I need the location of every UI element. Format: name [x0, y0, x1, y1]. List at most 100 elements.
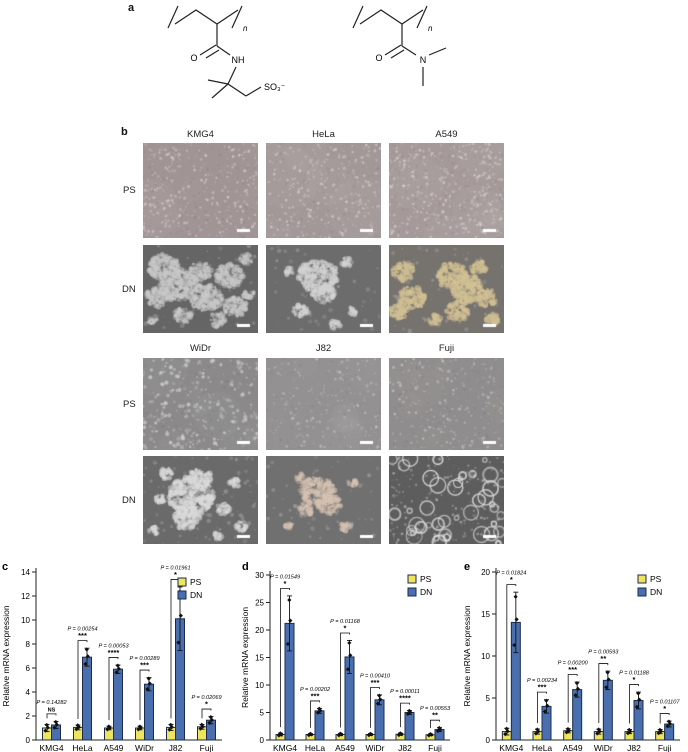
y-axis-label: Relative mRNA expression — [240, 607, 250, 708]
xtick-label-fuji: Fuji — [658, 743, 672, 752]
sig-widr: ** — [600, 654, 606, 663]
pvalue-kmg4: P = 0.01824 — [496, 571, 526, 577]
ytick-label: 25 — [255, 598, 264, 607]
sig-j82: * — [633, 675, 636, 684]
sig-j82: * — [174, 570, 177, 579]
bar-dn-a549 — [113, 668, 123, 741]
chemical-structures: O NH SO₃⁻ n O N n — [167, 5, 447, 99]
bar-dn-hela — [314, 710, 325, 741]
cell-line-title-fuji: Fuji — [438, 343, 455, 354]
cell-line-title-hela: HeLa — [312, 129, 335, 140]
ytick-label: 20 — [255, 626, 264, 635]
xtick-label-widr: WiDr — [135, 743, 154, 752]
data-point — [347, 640, 352, 646]
xtick-label-j82: J82 — [627, 743, 641, 752]
bar-dn-j82 — [404, 712, 415, 741]
micrograph-kmg4-dn — [143, 245, 258, 333]
cell-line-title-widr: WiDr — [189, 343, 212, 354]
sig-a549: *** — [568, 665, 577, 674]
left-carbonyl-o-label: O — [190, 53, 197, 63]
pvalue-hela: P = 0.00234 — [527, 678, 557, 684]
pvalue-widr: P = 0.00593 — [588, 650, 619, 656]
pvalue-fuji: P = 0.02069 — [191, 695, 221, 701]
xtick-label-fuji: Fuji — [200, 743, 214, 752]
data-point — [75, 723, 80, 728]
legend-label-ps: PS — [650, 574, 662, 584]
ytick-label: 12 — [21, 592, 30, 601]
bar-dn-hela — [82, 656, 92, 741]
cell-line-title-a549: A549 — [435, 129, 458, 140]
sig-bracket-hela — [310, 700, 320, 728]
data-point — [377, 693, 382, 698]
ytick-label: 4 — [26, 688, 31, 697]
panel-a-letter: a — [128, 2, 135, 14]
xtick-label-fuji: Fuji — [428, 743, 442, 752]
data-point — [657, 727, 663, 732]
row-label-dn-group2: DN — [122, 495, 136, 506]
pvalue-hela: P = 0.00254 — [67, 627, 97, 633]
pvalue-kmg4: P = 0.14282 — [36, 700, 67, 706]
pvalue-j82: P = 0.01961 — [160, 565, 190, 571]
pvalue-widr: P = 0.00289 — [129, 656, 159, 662]
panel-e-letter: e — [464, 561, 470, 573]
left-structure-bonds — [167, 5, 262, 99]
pvalue-kmg4: P = 0.01549 — [270, 574, 300, 580]
data-point — [85, 654, 90, 659]
micrograph-a549-ps — [389, 143, 504, 238]
ytick-label: 0 — [260, 736, 265, 745]
xtick-label-kmg4: KMG4 — [499, 743, 523, 752]
sig-hela: *** — [538, 683, 547, 692]
ytick-label: 6 — [26, 664, 31, 673]
data-point — [84, 647, 89, 652]
ytick-label: 30 — [255, 571, 264, 580]
xtick-label-a549: A549 — [335, 743, 355, 752]
data-point — [575, 686, 581, 691]
row-label-dn-group1: DN — [122, 284, 136, 295]
sig-a549: **** — [108, 648, 120, 657]
ytick-label: 10 — [481, 652, 490, 661]
sig-kmg4: * — [510, 575, 513, 584]
legend-swatch-ps — [177, 577, 187, 587]
data-point — [595, 731, 600, 736]
micrograph-hela-ps — [266, 143, 381, 238]
sig-widr: *** — [371, 678, 380, 687]
ytick-label: 15 — [255, 653, 264, 662]
data-point — [437, 725, 442, 731]
sig-hela: *** — [311, 691, 320, 700]
left-amide-nh-label: NH — [232, 55, 245, 65]
y-axis-label: Relative mRNA expression — [462, 605, 472, 706]
xtick-label-kmg4: KMG4 — [273, 743, 297, 752]
panel-d-letter: d — [242, 561, 249, 573]
data-point — [503, 732, 508, 737]
sig-j82: **** — [399, 694, 411, 703]
ytick-label: 5 — [486, 694, 491, 703]
ytick-label: 14 — [21, 568, 30, 577]
sig-fuji: ** — [432, 711, 438, 720]
xtick-label-j82: J82 — [398, 743, 412, 752]
micrograph-j82-dn — [266, 456, 381, 544]
micrograph-j82-ps — [266, 358, 381, 450]
ytick-label: 10 — [255, 681, 264, 690]
data-point — [115, 663, 120, 668]
sig-bracket-j82 — [400, 702, 410, 728]
sig-fuji: * — [205, 700, 208, 709]
sig-bracket-fuji — [659, 713, 670, 724]
legend-label-ps: PS — [420, 574, 432, 584]
data-point — [53, 719, 58, 725]
micrograph-kmg4-ps — [143, 143, 258, 238]
y-axis-label: Relative mRNA expression — [1, 605, 11, 706]
micrograph-fuji-dn — [389, 456, 504, 544]
micrograph-fuji-ps — [389, 358, 504, 450]
sig-bracket-kmg4 — [280, 588, 290, 728]
data-point — [146, 676, 151, 681]
data-point — [287, 597, 292, 603]
panel-c-letter: c — [2, 561, 8, 573]
xtick-label-a549: A549 — [104, 743, 124, 752]
micrograph-hela-dn — [266, 245, 381, 333]
data-point — [138, 725, 143, 730]
data-point — [338, 731, 343, 736]
xtick-label-hela: HeLa — [305, 743, 326, 752]
legend-label-ps: PS — [190, 577, 202, 587]
